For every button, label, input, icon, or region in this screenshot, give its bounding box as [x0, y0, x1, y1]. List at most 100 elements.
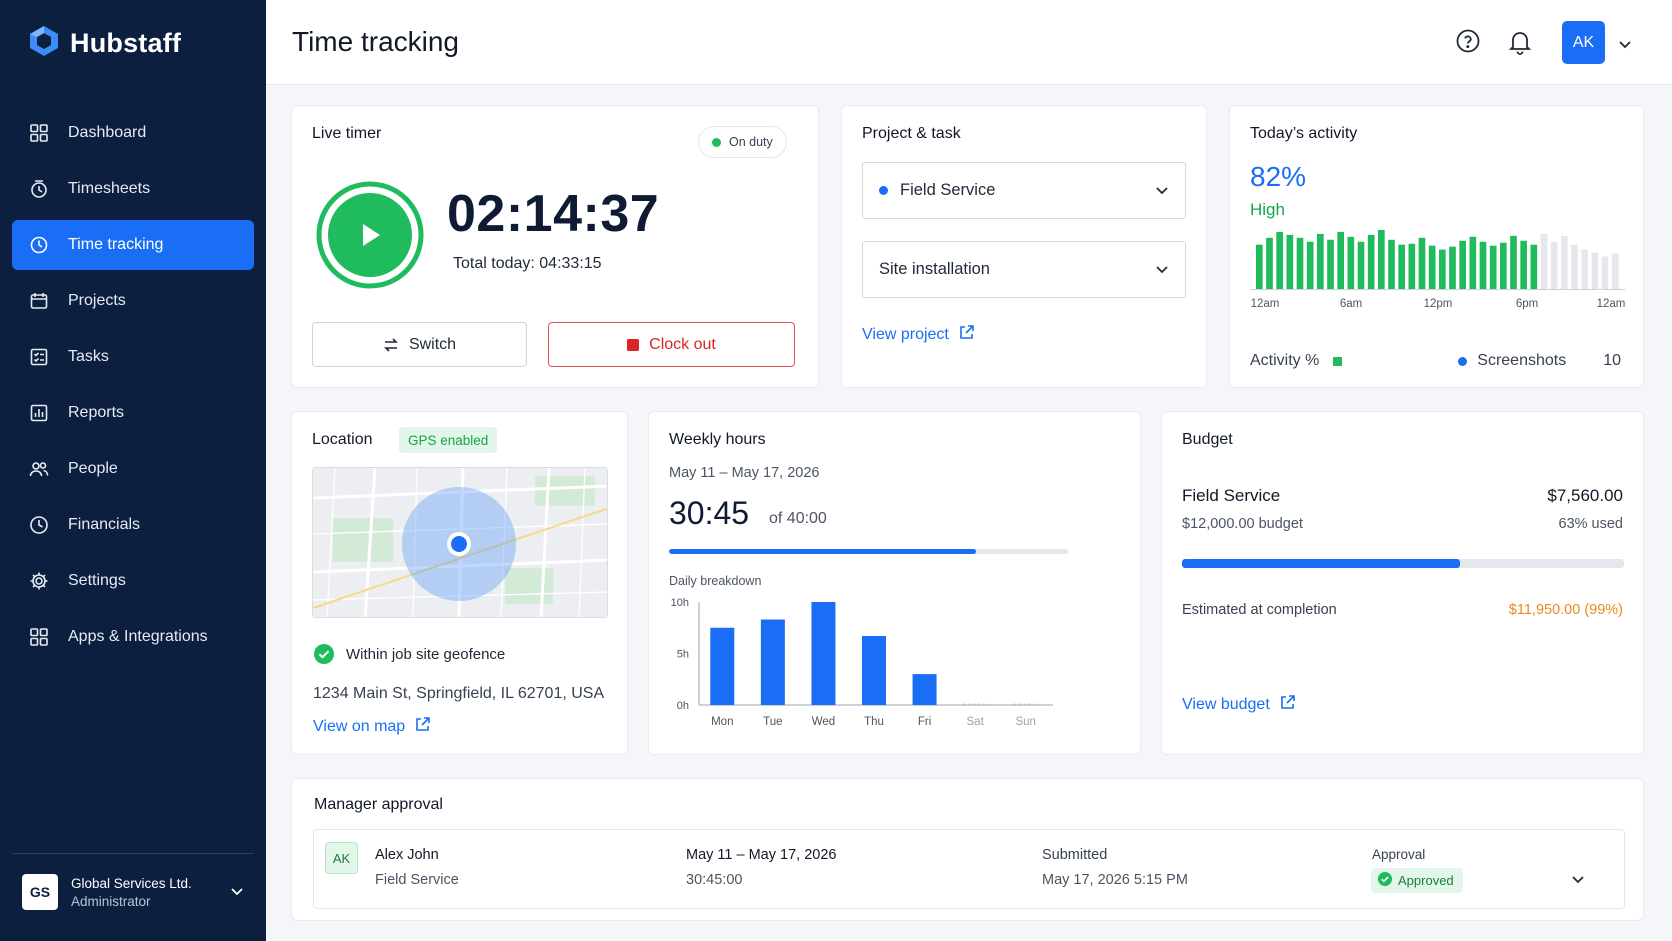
stop-icon [627, 338, 640, 351]
approval-label: Approval [1372, 847, 1426, 862]
sidebar-item-reports[interactable]: Reports [12, 388, 254, 438]
budget-spent: $7,560.00 [1547, 486, 1623, 505]
approval-status-label: Approved [1398, 873, 1454, 888]
org-avatar: GS [22, 874, 58, 910]
view-on-map-link[interactable]: View on map [313, 717, 431, 737]
bar-fri [912, 674, 937, 705]
sidebar-item-time-tracking[interactable]: Time tracking [12, 220, 254, 270]
sidebar-item-tasks[interactable]: Tasks [12, 332, 254, 382]
chevron-down-icon [1155, 181, 1169, 200]
x-tick-label: Sun [1015, 716, 1035, 728]
budget-card: Budget Field Service $7,560.00 $12,000.0… [1161, 411, 1644, 755]
time-tracking-icon [28, 234, 50, 256]
x-tick-label: 6am [1340, 298, 1362, 310]
y-tick-label: 0h [677, 700, 689, 712]
clock-out-button[interactable]: Clock out [548, 322, 795, 367]
bar-thu [862, 635, 886, 705]
project-task-card: Project & task Field Service Site instal… [841, 105, 1207, 388]
switch-icon [383, 337, 399, 352]
location-map[interactable] [312, 467, 608, 618]
switch-button[interactable]: Switch [312, 322, 527, 367]
sidebar-item-dashboard[interactable]: Dashboard [12, 108, 254, 158]
approval-hours: 30:45:00 [686, 872, 743, 888]
budget-progress-bar [1182, 559, 1624, 568]
timesheets-icon [28, 178, 50, 200]
activity-bar [1520, 240, 1527, 289]
sidebar-item-apps-integrations[interactable]: Apps & Integrations [12, 612, 254, 662]
y-tick-label: 10h [671, 597, 689, 609]
sidebar-item-label: Tasks [68, 348, 109, 365]
sidebar-item-financials[interactable]: Financials [12, 500, 254, 550]
external-link-icon [1280, 695, 1295, 715]
activity-bar [1449, 246, 1456, 289]
budget-project: Field Service [1182, 486, 1281, 505]
brand[interactable]: Hubstaff [26, 24, 181, 63]
activity-bar [1479, 241, 1487, 289]
hubstaff-logo-icon [26, 24, 62, 63]
status-label: On duty [729, 135, 773, 149]
legend-screenshots-dot [1458, 356, 1468, 366]
activity-bar [1591, 252, 1599, 289]
live-timer-card: Live timer On duty 02:14:37 Total today:… [291, 105, 819, 388]
bell-icon[interactable] [1508, 29, 1532, 60]
user-avatar[interactable]: AK [1562, 21, 1605, 64]
estimate-value: $11,950.00 (99%) [1508, 602, 1623, 618]
help-icon[interactable] [1455, 28, 1481, 59]
geofence-label: Within job site geofence [346, 645, 506, 663]
view-project-label: View project [862, 326, 949, 343]
activity-legend: Activity % Screenshots 10 [1250, 352, 1625, 370]
org-switcher[interactable]: GS Global Services Ltd. Administrator [22, 874, 244, 910]
approval-row[interactable]: AK Alex John Field Service May 11 – May … [313, 829, 1625, 909]
dashboard-icon [28, 122, 50, 144]
activity-bar [1367, 234, 1375, 289]
sidebar-item-label: Financials [68, 516, 141, 533]
view-project-link[interactable]: View project [862, 325, 974, 345]
elapsed-time: 02:14:37 [447, 185, 660, 243]
location-card: Location GPS enabled [291, 411, 628, 755]
chevron-down-icon [230, 883, 244, 901]
activity-bar [1347, 236, 1355, 289]
sidebar-item-timesheets[interactable]: Timesheets [12, 164, 254, 214]
status-dot [712, 137, 721, 147]
activity-card: Today’s activity 82% High 12am 6am 12pm 6pm… [1229, 105, 1644, 388]
manager-approval-card: Manager approval AK Alex John Field Serv… [291, 778, 1644, 921]
check-circle-icon [1378, 872, 1392, 889]
x-tick-label: 6pm [1516, 298, 1538, 310]
chevron-down-icon[interactable] [1571, 871, 1585, 889]
play-icon [316, 181, 424, 289]
x-tick-label: Thu [864, 716, 884, 728]
view-budget-link[interactable]: View budget [1182, 695, 1295, 715]
estimate-label: Estimated at completion [1182, 602, 1337, 618]
sidebar-item-label: Projects [68, 292, 126, 309]
legend-screenshots-label: Screenshots [1477, 352, 1567, 369]
submitted-label: Submitted [1042, 847, 1108, 863]
address: 1234 Main St, Springfield, IL 62701, USA [313, 685, 605, 702]
bar-mon [710, 627, 735, 705]
sidebar-item-projects[interactable]: Projects [12, 276, 254, 326]
play-button[interactable] [315, 180, 425, 295]
x-tick-label: Fri [918, 716, 931, 728]
activity-bar [1611, 253, 1619, 289]
activity-bar [1327, 239, 1334, 289]
card-title: Manager approval [314, 796, 443, 813]
chevron-down-icon[interactable] [1618, 36, 1632, 54]
financials-icon [28, 514, 50, 536]
task-select[interactable]: Site installation [862, 241, 1186, 298]
org-name: Global Services Ltd. [71, 875, 192, 891]
card-title: Location [312, 431, 373, 448]
activity-bar [1459, 240, 1466, 289]
project-select[interactable]: Field Service [862, 162, 1186, 219]
x-tick-label: 12am [1251, 298, 1280, 310]
sidebar-item-people[interactable]: People [12, 444, 254, 494]
week-range: May 11 – May 17, 2026 [669, 465, 820, 481]
activity-bar [1561, 235, 1568, 289]
check-circle-icon [314, 644, 334, 664]
sidebar-item-settings[interactable]: Settings [12, 556, 254, 606]
sidebar: Hubstaff Dashboard Timesheets Time track… [0, 0, 266, 941]
apps-icon [28, 626, 50, 648]
top-header: Time tracking AK [266, 0, 1672, 85]
org-role: Administrator [71, 893, 151, 909]
weekly-hours-card: Weekly hours May 11 – May 17, 2026 30:45… [648, 411, 1141, 755]
sidebar-item-label: Reports [68, 404, 125, 421]
reports-icon [28, 402, 50, 424]
